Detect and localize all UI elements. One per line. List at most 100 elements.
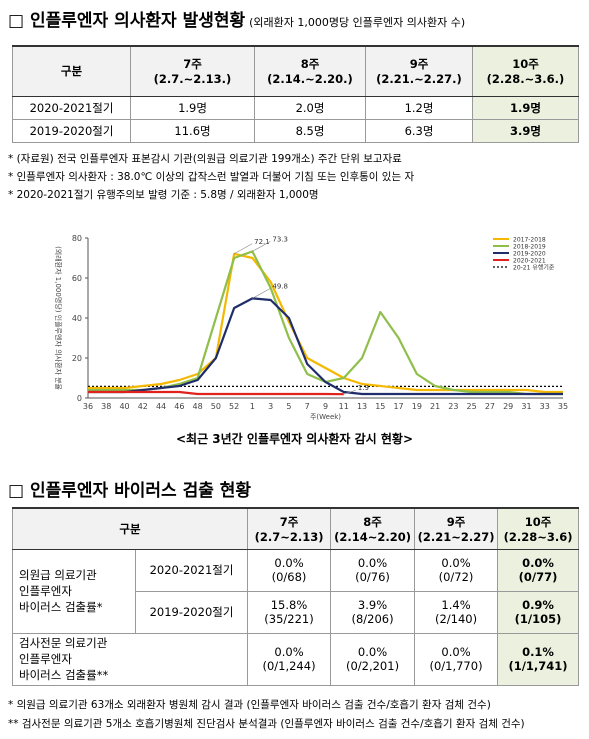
header-row: 구분 7주 (2.7.~2.13.) 8주 (2.14.~2.20.) 9주 (2.21.~… (12, 45, 579, 97)
cell: 1.9명 (130, 95, 255, 120)
x-tick-label: 48 (193, 402, 203, 411)
count: (0/68) (271, 570, 307, 584)
x-tick-label: 1 (250, 402, 255, 411)
cell: 2.0명 (254, 95, 366, 120)
dates: (2.14~2.20) (334, 529, 411, 544)
cell: 6.3명 (365, 118, 473, 143)
value-label: 49.8 (272, 282, 288, 290)
dates: (2.21~2.27) (417, 529, 495, 544)
cell: 0.0% (0/77) (497, 548, 580, 592)
section-title: □ 인플루엔자 의사환자 발생현황 (외래환자 1,000명당 인플루엔자 의사환… (8, 6, 465, 31)
count: (8/206) (351, 612, 394, 626)
x-tick-label: 29 (503, 402, 513, 411)
chart-caption: <최근 3년간 인플루엔자 의사환자 감시 현황> (175, 432, 414, 446)
cell: 0.0% (0/68) (247, 548, 332, 592)
x-tick-label: 36 (83, 402, 93, 411)
legend-label: 2017-2018 (513, 237, 546, 244)
title-text: □ 인플루엔자 의사환자 발생현황 (8, 11, 246, 31)
group-label: 의원급 의료기관 인플루엔자 바이러스 검출률* (12, 548, 136, 634)
y-axis-label: (외래환자 1,000명당) 인플루엔자 의사환자 분율 (54, 246, 63, 390)
week: 7주 (183, 57, 202, 72)
row: 검사전문 의료기관 인플루엔자 바이러스 검출률** 0.0% (0/1,244) 0… (11, 632, 580, 686)
y-tick-label: 0 (77, 394, 82, 403)
label-leader (252, 241, 271, 252)
count: (1/1,741) (508, 659, 568, 673)
y-tick-label: 20 (72, 354, 82, 363)
x-tick-label: 27 (485, 402, 495, 411)
cell: 2020-2021절기 (12, 95, 131, 120)
legend-label: 20-21 유행기준 (513, 264, 555, 272)
column-header: 8주 (2.14~2.20) (330, 507, 416, 550)
cell: 8.5명 (254, 118, 366, 143)
subtitle: (외래환자 1,000명당 인플루엔자 의사환자 수) (249, 16, 466, 29)
cell: 1.2명 (365, 95, 473, 120)
x-tick-label: 31 (521, 402, 531, 411)
header-cell: 구분 (12, 45, 131, 97)
cell: 15.8% (35/221) (247, 590, 332, 634)
note: * 인플루엔자 의사환자 : 38.0℃ 이상의 갑작스런 발열과 더불어 기침… (8, 171, 415, 183)
legend-label: 2020-2021 (513, 258, 546, 265)
value-label: 73.3 (272, 235, 288, 243)
cell: 0.0% (0/76) (330, 548, 416, 592)
x-tick-label: 40 (119, 402, 129, 411)
tbody: 의원급 의료기관 인플루엔자 바이러스 검출률* 2020-2021절기 0.0%(… (11, 548, 580, 686)
cell: 1.9명 (472, 95, 579, 120)
row: 2019-2020절기 15.8% (35/221) 3.9% (8/206) 1.4%(… (13, 590, 580, 634)
legend-label: 2019-2020 (513, 251, 546, 258)
header-row: 구분 7주 (2.7~2.13) 8주 (2.14~2.20) 9주 (2.21~2.27)… (11, 507, 580, 550)
x-tick-label: 21 (430, 402, 440, 411)
count: (0/1,244) (262, 659, 316, 673)
x-tick-label: 17 (393, 402, 403, 411)
count: (0/77) (518, 570, 558, 584)
rate: 0.0% (357, 556, 388, 570)
x-tick-label: 25 (467, 402, 477, 411)
week: 9주 (446, 514, 466, 529)
header-cell: 구분 (11, 507, 249, 550)
count: (0/72) (438, 570, 474, 584)
week: 8주 (363, 514, 382, 529)
rate: 0.0% (441, 645, 471, 659)
season: 2019-2020절기 (134, 590, 249, 634)
column-header: 7주 (2.7.~2.13.) (130, 45, 255, 97)
x-axis-label: 주(Week) (310, 413, 341, 421)
count: (0/1,770) (429, 659, 483, 673)
count: (0/76) (355, 570, 390, 584)
x-tick-label: 11 (339, 402, 349, 411)
count: (1/105) (514, 612, 562, 626)
cell: 0.9% (1/105) (497, 590, 580, 634)
x-tick-label: 35 (558, 402, 568, 411)
rate: 0.1% (522, 645, 554, 659)
week: 9주 (409, 57, 429, 72)
cell: 2019-2020절기 (12, 118, 131, 143)
x-tick-label: 23 (448, 402, 458, 411)
x-tick-label: 44 (156, 402, 166, 411)
series-line (88, 390, 344, 396)
x-tick-label: 33 (540, 402, 550, 411)
label-leader (252, 288, 271, 299)
series-line (88, 297, 563, 396)
cell: 0.0% (0/1,244) (247, 632, 332, 686)
rate: 0.0% (441, 556, 471, 570)
legend-label: 2018-2019 (513, 244, 546, 251)
cell: 0.0% (0/72) (414, 548, 499, 592)
row: 2019-2020절기 11.6명 8.5명 6.3명 3.9명 (12, 118, 579, 143)
section-title: □ 인플루엔자 바이러스 검출 현황 (8, 481, 252, 501)
rate: 0.0% (357, 645, 388, 659)
note: * 의원급 의료기관 63개소 외래환자 병원체 감시 결과 (인플루엔자 바이… (8, 699, 491, 711)
season: 2020-2021절기 (134, 548, 249, 592)
rate: 0.9% (522, 598, 554, 612)
column-header: 9주 (2.21.~2.27.) (365, 45, 473, 97)
table: 구분 7주 (2.7.~2.13.) 8주 (2.14.~2.20.) 9주 (2.21.~… (12, 45, 579, 143)
rate: 3.9% (357, 598, 388, 612)
label-leader (343, 389, 356, 395)
dates: (2.28.~3.6.) (486, 72, 565, 87)
x-tick-label: 3 (268, 402, 273, 411)
count: (35/221) (264, 612, 314, 626)
thead: 구분 7주 (2.7~2.13) 8주 (2.14~2.20) 9주 (2.21~2.27)… (11, 507, 580, 550)
cell: 0.0% (0/2,201) (330, 632, 416, 686)
thead: 구분 7주 (2.7.~2.13.) 8주 (2.14.~2.20.) 9주 (2.21.~… (12, 45, 579, 97)
y-tick-label: 60 (72, 274, 82, 283)
count: (2/140) (434, 612, 478, 626)
row: 2020-2021절기 1.9명 2.0명 1.2명 1.9명 (12, 95, 579, 120)
